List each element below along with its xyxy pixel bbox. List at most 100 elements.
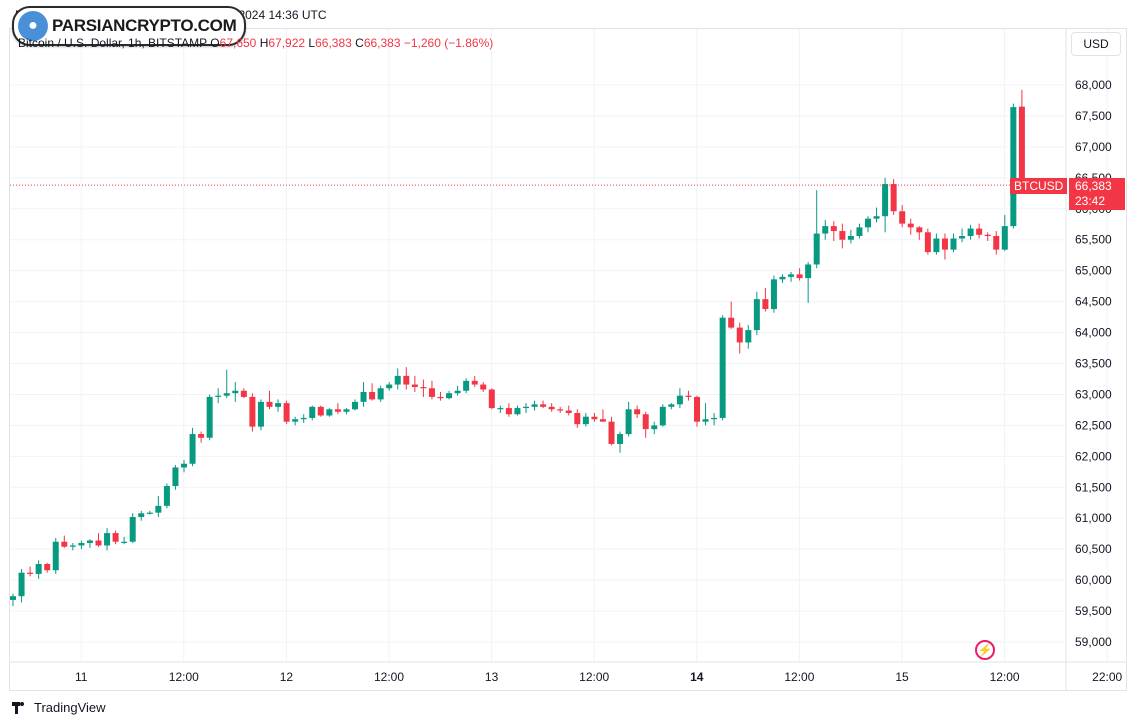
currency-button[interactable]: USD <box>1071 32 1121 56</box>
x-tick-label: 12:00 <box>990 670 1020 684</box>
candle <box>292 416 299 426</box>
candle <box>104 528 111 551</box>
lightning-icon[interactable]: ⚡ <box>975 640 995 660</box>
candle <box>736 322 743 354</box>
candle-body <box>805 264 812 279</box>
candle-body <box>309 406 316 418</box>
candle <box>172 464 179 490</box>
candle-body <box>839 231 846 240</box>
y-tick-label: 62,000 <box>1075 449 1112 463</box>
candle <box>548 403 555 412</box>
price-axis: 59,000 59,500 60,000 60,500 61,000 61,500 62,0… <box>1065 29 1112 690</box>
candle <box>847 229 854 244</box>
candle <box>454 385 461 396</box>
x-tick-label: 12:00 <box>784 670 814 684</box>
candle <box>916 226 923 240</box>
candle-body <box>813 233 820 265</box>
x-tick-label: 11 <box>75 670 88 684</box>
candle-body <box>104 533 111 546</box>
candle-body <box>497 408 504 410</box>
x-tick-label: 13 <box>485 670 499 684</box>
bar-countdown: 23:42 <box>1075 194 1106 208</box>
candle-body <box>44 564 51 571</box>
candle-body <box>266 401 273 407</box>
candle-body <box>240 390 247 397</box>
candle-body <box>941 238 948 250</box>
candle <box>599 409 606 422</box>
x-tick-label: 15 <box>895 670 909 684</box>
candle-body <box>736 327 743 343</box>
candle <box>591 413 598 422</box>
ohlc-legend: Bitcoin / U.S. Dollar, 1h, BITSTAMP O67,… <box>18 36 493 50</box>
x-tick-label: 12:00 <box>374 670 404 684</box>
candle <box>181 460 187 473</box>
tradingview-text: TradingView <box>34 700 106 715</box>
candle-body <box>206 396 213 438</box>
candle <box>232 382 239 402</box>
candle-body <box>668 404 675 407</box>
candle <box>899 205 906 228</box>
candle-body <box>215 395 222 397</box>
candle-body <box>138 513 145 517</box>
candle-body <box>257 401 264 427</box>
candle-body <box>27 572 34 574</box>
high-label: H <box>259 36 269 50</box>
y-tick-label: 67,500 <box>1075 109 1112 123</box>
y-tick-label: 64,500 <box>1075 295 1112 309</box>
candle <box>386 382 393 391</box>
candle <box>138 510 145 521</box>
candle <box>770 275 777 313</box>
candle <box>240 388 247 399</box>
candle-body <box>531 404 538 407</box>
candle-body <box>694 396 700 422</box>
time-axis: 11 12:00 12 12:00 13 12:00 14 12:00 15 12:00 22:00 <box>10 661 1126 684</box>
candle-body <box>924 232 931 253</box>
candle-body <box>411 384 418 388</box>
candle-body <box>386 384 393 389</box>
candle <box>505 403 512 417</box>
high-value: 67,922 <box>268 36 306 50</box>
candle <box>967 224 974 240</box>
change-value: −1,260 (−1.86%) <box>403 36 494 50</box>
symbol-price-label: BTCUSD <box>1010 178 1068 194</box>
candle-body <box>343 409 350 412</box>
candle <box>676 388 683 409</box>
candle-body <box>369 391 376 400</box>
candle-body <box>933 238 940 253</box>
y-tick-label: 61,000 <box>1075 511 1112 525</box>
candle <box>35 560 42 579</box>
candle <box>52 538 59 574</box>
candle-body <box>454 390 461 394</box>
low-value: 66,383 <box>315 36 352 50</box>
candle-body <box>599 419 606 422</box>
candle <box>215 388 222 404</box>
candle-body <box>642 414 649 430</box>
open-value: 67,650 <box>219 36 257 50</box>
candle <box>779 274 786 284</box>
candle-body <box>1018 106 1025 186</box>
candle <box>702 403 709 426</box>
candle-body <box>283 403 290 422</box>
candle <box>557 406 564 414</box>
candle-body <box>830 226 837 232</box>
candle <box>711 413 718 426</box>
candle <box>523 403 529 414</box>
candle-body <box>856 227 863 237</box>
candle <box>480 382 487 392</box>
candle <box>993 231 1000 255</box>
x-tick-label: 12:00 <box>169 670 199 684</box>
candle <box>882 177 889 233</box>
candle-body <box>428 388 435 397</box>
candle-body <box>181 463 187 468</box>
candle <box>890 179 897 215</box>
candle-body <box>779 276 786 280</box>
y-tick-label: 67,000 <box>1075 140 1112 154</box>
tradingview-brand[interactable]: TradingView <box>12 700 106 715</box>
candle-body <box>676 395 683 405</box>
candle-body <box>18 572 25 597</box>
candle <box>574 409 581 428</box>
candle-body <box>437 396 444 399</box>
candle-body <box>69 545 76 547</box>
candle-body <box>711 417 718 420</box>
